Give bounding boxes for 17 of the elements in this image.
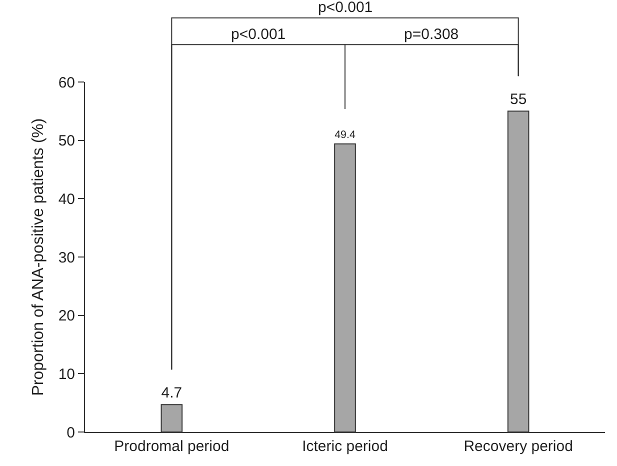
- text: p<0.001: [231, 26, 286, 43]
- y-tick-label: 60: [58, 74, 75, 92]
- data-label: 49.4: [334, 128, 356, 141]
- y-tick-label: 10: [58, 366, 75, 383]
- y-tick-label: 20: [58, 308, 75, 325]
- x-tick-label: Recovery period: [464, 438, 573, 455]
- x-tick-label: Prodromal period: [114, 438, 230, 455]
- data-label: 4.7: [161, 384, 182, 402]
- data-label: 55: [510, 91, 527, 108]
- y-tick-label: 30: [58, 249, 75, 266]
- text: p=0.308: [404, 26, 459, 43]
- y-tick-label: 40: [58, 190, 75, 208]
- y-tick-label: 50: [58, 132, 75, 150]
- x-tick-label: Icteric period: [302, 438, 388, 455]
- y-axis-title: Proportion of ANA-positive patients (%): [30, 118, 47, 396]
- y-tick-label: 0: [66, 424, 75, 442]
- text: p<0.001: [318, 0, 373, 16]
